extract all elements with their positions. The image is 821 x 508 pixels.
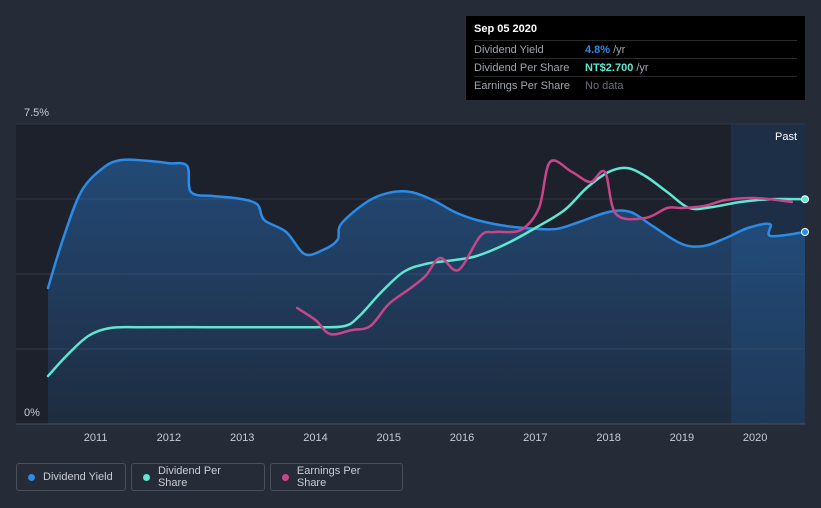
x-tick-label: 2014: [303, 432, 327, 444]
y-tick-label: 0%: [24, 407, 40, 419]
legend-dot-icon: [143, 473, 150, 481]
series-end-marker-yield: [801, 228, 809, 236]
hover-tooltip: Sep 05 2020 Dividend Yield 4.8% /yr Divi…: [466, 16, 805, 100]
x-tick-label: 2018: [596, 432, 620, 444]
series-area-yield: [48, 159, 805, 425]
x-tick-label: 2017: [523, 432, 547, 444]
legend-dividend-per-share[interactable]: Dividend Per Share: [131, 463, 265, 491]
tooltip-row-dividend-per-share: Dividend Per Share NT$2.700 /yr: [474, 58, 797, 76]
tooltip-value: 4.8%: [585, 43, 611, 56]
x-tick-label: 2016: [450, 432, 474, 444]
x-tick-label: 2019: [670, 432, 694, 444]
legend-dot-icon: [28, 473, 35, 481]
tooltip-row-dividend-yield: Dividend Yield 4.8% /yr: [474, 40, 797, 58]
legend-dividend-yield[interactable]: Dividend Yield: [16, 463, 126, 491]
tooltip-row-earnings-per-share: Earnings Per Share No data: [474, 76, 797, 94]
x-tick-label: 2015: [377, 432, 401, 444]
x-tick-label: 2012: [157, 432, 181, 444]
legend-label: Earnings Per Share: [296, 465, 361, 489]
tooltip-value: NT$2.700: [585, 61, 634, 74]
tooltip-label: Earnings Per Share: [474, 79, 570, 92]
series-end-marker-dps: [801, 195, 809, 204]
tooltip-nodata: No data: [585, 79, 624, 92]
tooltip-unit: /yr: [636, 61, 649, 74]
series-line-eps: [295, 159, 794, 336]
past-label: Past: [775, 131, 797, 143]
tooltip-label: Dividend Per Share: [474, 61, 570, 74]
x-tick-label: 2011: [84, 432, 108, 444]
tooltip-unit: /yr: [613, 43, 626, 56]
y-tick-label: 7.5%: [24, 107, 49, 119]
legend-label: Dividend Yield: [43, 471, 113, 483]
legend-label: Dividend Per Share: [157, 465, 221, 489]
tooltip-label: Dividend Yield: [474, 43, 544, 56]
series-line-dps: [46, 166, 807, 378]
legend-dot-icon: [282, 473, 289, 481]
x-tick-label: 2013: [230, 432, 254, 444]
tooltip-date: Sep 05 2020: [474, 23, 537, 35]
x-tick-label: 2020: [743, 432, 767, 444]
legend-earnings-per-share[interactable]: Earnings Per Share: [270, 463, 403, 491]
series-line-yield: [46, 158, 807, 290]
